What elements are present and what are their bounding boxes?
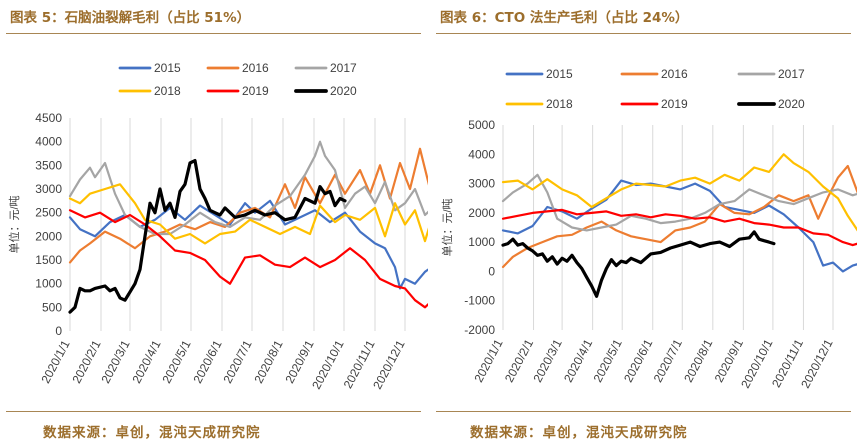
y-tick-label: 3500 — [35, 158, 62, 172]
series-line-2015 — [501, 179, 857, 273]
x-tick-label: 2020/5/1 — [159, 338, 193, 386]
x-tick-label: 2020/7/1 — [651, 337, 685, 385]
left-source-note: 数据来源：卓创，混沌天成研究院 — [43, 425, 261, 441]
right-figure-title: 图表 6：CTO 法生产毛利（占比 24%） — [440, 10, 689, 26]
y-axis-label: 单位：元/吨 — [7, 195, 21, 253]
y-tick-label: -1000 — [464, 294, 495, 308]
series-line-2018 — [501, 153, 857, 232]
y-tick-label: 2000 — [35, 229, 62, 243]
series-line-2016 — [68, 147, 428, 264]
legend-label-2016: 2016 — [242, 61, 269, 75]
y-tick-label: 2000 — [468, 206, 495, 220]
series-line-2017 — [68, 140, 428, 236]
series-line-2020 — [68, 159, 347, 314]
legend-label-2015: 2015 — [154, 61, 181, 75]
y-tick-label: 4000 — [468, 147, 495, 161]
legend-label-2016: 2016 — [661, 67, 688, 81]
y-tick-label: 1500 — [35, 253, 62, 267]
x-tick-label: 2020/8/1 — [251, 338, 285, 386]
right-source-note: 数据来源：卓创，混沌天成研究院 — [470, 425, 688, 441]
y-tick-label: 1000 — [35, 277, 62, 291]
series-line-2018 — [68, 183, 428, 245]
y-tick-label: 0 — [55, 324, 62, 338]
series-line-2019 — [501, 208, 857, 247]
y-tick-label: 500 — [42, 300, 62, 314]
right-bottom-rule — [436, 411, 851, 412]
y-axis-label: 单位：元/吨 — [440, 198, 454, 256]
y-tick-label: -2000 — [464, 323, 495, 337]
legend-label-2017: 2017 — [778, 67, 805, 81]
left-title-rule — [6, 33, 421, 34]
y-tick-label: 4000 — [35, 135, 62, 149]
series-line-2019 — [68, 209, 428, 309]
series-line-2017 — [501, 173, 857, 232]
y-tick-label: 1000 — [468, 235, 495, 249]
x-tick-label: 2020/3/1 — [98, 338, 132, 386]
x-tick-label: 2020/8/1 — [681, 337, 715, 385]
x-tick-label: 2020/7/1 — [220, 338, 254, 386]
left-bottom-rule — [6, 411, 421, 412]
legend-label-2018: 2018 — [546, 97, 573, 111]
y-tick-label: 0 — [488, 264, 495, 278]
legend-label-2019: 2019 — [242, 84, 269, 98]
left-figure-title: 图表 5：石脑油裂解毛利（占比 51%） — [10, 10, 251, 26]
series-line-2016 — [501, 164, 857, 269]
y-tick-label: 3000 — [35, 182, 62, 196]
legend-label-2015: 2015 — [546, 67, 573, 81]
y-tick-label: 3000 — [468, 177, 495, 191]
legend-label-2017: 2017 — [330, 61, 357, 75]
legend-label-2018: 2018 — [154, 84, 181, 98]
legend-label-2020: 2020 — [778, 97, 805, 111]
cto-margin-chart: 2020/1/12020/2/12020/3/12020/4/12020/5/1… — [440, 67, 857, 391]
y-tick-label: 4500 — [35, 111, 62, 125]
series-line-2020 — [501, 230, 776, 298]
y-tick-label: 5000 — [468, 118, 495, 132]
legend-label-2020: 2020 — [330, 84, 357, 98]
x-tick-label: 2020/1/1 — [38, 338, 72, 386]
right-title-rule — [436, 33, 851, 34]
legend-label-2019: 2019 — [661, 97, 688, 111]
naphtha-margin-chart: 2020/1/12020/2/12020/3/12020/4/12020/5/1… — [7, 61, 428, 392]
y-tick-label: 2500 — [35, 206, 62, 220]
x-tick-label: 2020/1/1 — [471, 337, 505, 385]
x-tick-label: 2020/5/1 — [591, 337, 625, 385]
